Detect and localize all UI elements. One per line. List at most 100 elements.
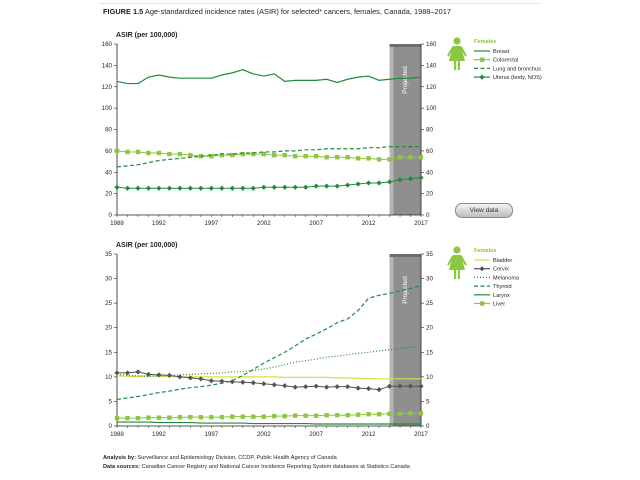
data-point [208, 378, 214, 384]
x-tick-label: 1992 [152, 431, 166, 438]
y-tick-label-right: 160 [426, 41, 437, 48]
y-tick-label-right: 35 [426, 251, 433, 258]
legend-swatch-marker [480, 57, 485, 62]
data-point [187, 375, 193, 381]
y-tick-label-right: 80 [426, 127, 433, 134]
x-tick-label: 1997 [204, 220, 218, 227]
y-tick-label-left: 60 [105, 148, 112, 155]
data-point [334, 412, 340, 418]
data-point [229, 185, 235, 191]
data-point [261, 151, 266, 157]
series-line [117, 371, 421, 391]
data-point [386, 383, 393, 389]
data-point [188, 152, 193, 158]
y-tick-label-left: 5 [109, 398, 113, 405]
data-point [366, 156, 371, 161]
footer-sources-label: Data sources: [103, 464, 140, 470]
icon-leg-left [454, 270, 457, 279]
data-point [386, 179, 393, 185]
data-point [145, 185, 152, 191]
y-tick-label-right: 20 [426, 191, 433, 198]
data-point [376, 180, 382, 186]
icon-head [453, 246, 461, 254]
footer-analysis-label: Analysis by: [103, 455, 136, 461]
x-tick-label: 1992 [152, 220, 166, 227]
series-line [116, 177, 422, 189]
series-liver [114, 411, 424, 421]
data-point [282, 184, 288, 190]
y-tick-label-right: 140 [426, 62, 437, 69]
data-point [303, 154, 308, 159]
x-tick-label: 1988 [110, 220, 124, 227]
y-tick-label-left: 0 [109, 212, 113, 219]
series-cervix [114, 369, 424, 393]
data-point [166, 185, 173, 191]
data-point [250, 380, 256, 386]
y-tick-label-right: 30 [426, 276, 433, 283]
y-tick-label-right: 60 [426, 148, 433, 155]
data-point [345, 155, 350, 160]
data-point [345, 384, 351, 390]
series-line [116, 69, 422, 85]
data-point [272, 413, 277, 419]
y-tick-label-right: 100 [426, 105, 437, 112]
y-tick-label-right: 15 [426, 349, 433, 356]
data-point [114, 148, 120, 154]
data-point [334, 155, 340, 160]
data-point [282, 152, 287, 158]
x-tick-label: 2017 [414, 220, 428, 227]
series-lung-and-bronchus [116, 146, 421, 168]
legend-swatch-marker [479, 266, 485, 272]
data-point [376, 412, 382, 417]
data-point [114, 184, 120, 190]
series-melanoma [116, 345, 422, 377]
data-point [303, 184, 309, 190]
data-point [418, 155, 424, 160]
data-point [114, 415, 120, 421]
data-point [209, 414, 214, 420]
data-point [334, 183, 340, 189]
data-point [334, 384, 340, 390]
data-point [345, 412, 350, 418]
data-point [146, 415, 151, 420]
legend-label: Melanoma [493, 275, 520, 281]
data-point [313, 183, 319, 189]
data-point [198, 414, 204, 420]
projected-band-edge [389, 254, 394, 426]
data-point [408, 411, 413, 416]
icon-arm-left [447, 255, 454, 266]
projected-band [389, 254, 421, 426]
data-point [198, 185, 204, 191]
series-bladder [116, 375, 421, 380]
data-point [293, 154, 298, 159]
legend-title: Females [474, 39, 496, 45]
data-point [293, 413, 298, 418]
y-tick-label-left: 20 [105, 191, 112, 198]
y-tick-label-right: 0 [426, 423, 430, 430]
footer-sources: Data sources: Canadian Cancer Registry a… [103, 464, 410, 470]
projected-label: Projected [402, 66, 409, 94]
footer-analysis-text: Surveillance and Epidemiology Division, … [137, 455, 337, 461]
data-point [219, 414, 225, 420]
legend: Females Breast Colorectal Lung and bronchus… [447, 37, 542, 81]
data-point [407, 176, 414, 182]
series-breast [116, 69, 422, 85]
y-axis-label: ASIR (per 100,000) [116, 32, 177, 39]
series-line [116, 375, 421, 380]
series-line [116, 345, 422, 377]
data-point [418, 174, 424, 181]
view-data-button[interactable]: View data [455, 203, 513, 218]
legend-swatch-marker [480, 301, 485, 306]
y-tick-label-left: 0 [109, 423, 113, 430]
data-point [135, 415, 141, 421]
series-thyroid [116, 284, 422, 401]
y-tick-label-right: 120 [426, 84, 437, 91]
series-line [116, 146, 421, 168]
series-colorectal [114, 148, 424, 162]
icon-head [453, 37, 461, 45]
icon-dress [449, 255, 465, 270]
data-point [125, 415, 130, 421]
data-point [366, 412, 371, 417]
y-tick-label-left: 80 [105, 127, 112, 134]
icon-leg-left [454, 61, 457, 70]
